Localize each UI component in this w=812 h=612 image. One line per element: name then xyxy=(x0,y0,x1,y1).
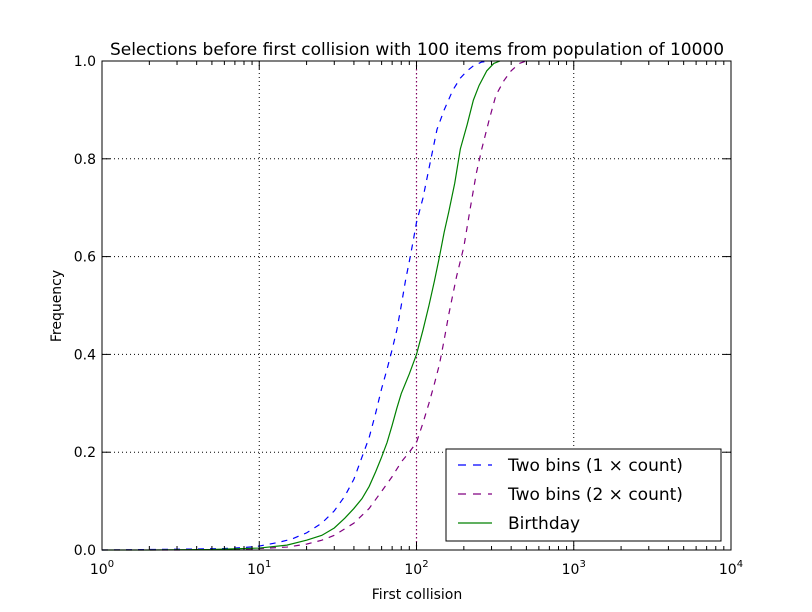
legend: Two bins (1 × count) Two bins (2 × count)… xyxy=(445,448,722,542)
series-line-1 xyxy=(102,60,527,551)
y-tick-label-4: 0.8 xyxy=(74,152,96,168)
x-axis-label: First collision xyxy=(372,587,462,603)
y-tick-label-0: 0.0 xyxy=(74,543,96,559)
y-axis-label: Frequency xyxy=(49,270,65,342)
plot-lines xyxy=(101,60,527,551)
series-line-0 xyxy=(101,60,492,551)
legend-label-2: Birthday xyxy=(508,514,580,534)
legend-box xyxy=(445,448,722,542)
legend-label-0: Two bins (1 × count) xyxy=(507,456,683,476)
y-tick-label-2: 0.4 xyxy=(74,347,96,363)
chart-title: Selections before first collision with 1… xyxy=(110,40,724,60)
legend-label-1: Two bins (2 × count) xyxy=(507,485,683,505)
y-tick-label-3: 0.6 xyxy=(74,250,96,266)
series-line-2 xyxy=(102,60,501,551)
y-tick-label-1: 0.2 xyxy=(74,445,96,461)
y-tick-label-5: 1.0 xyxy=(74,54,96,70)
